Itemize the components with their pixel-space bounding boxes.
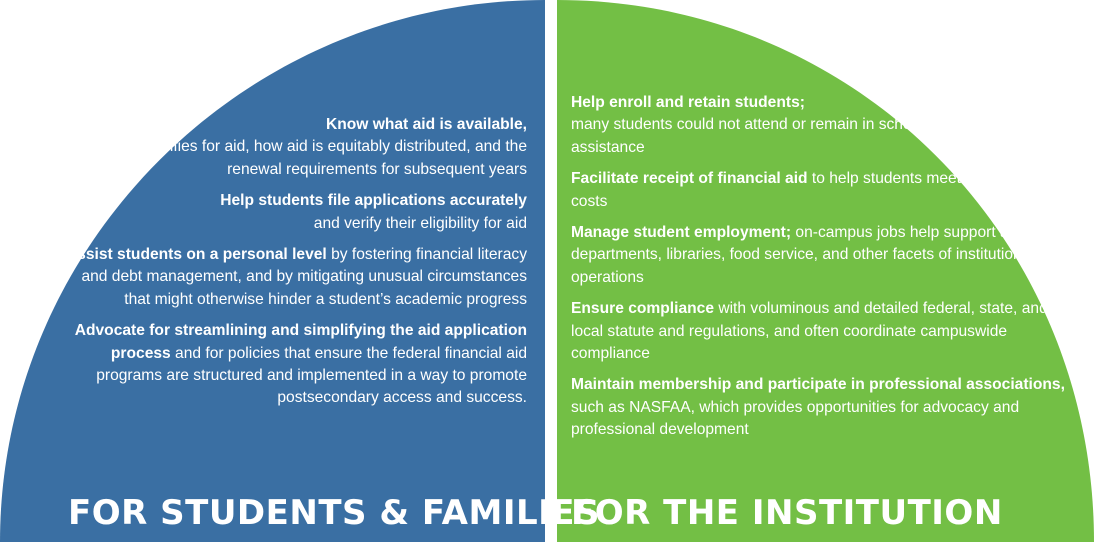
institution-list: Help enroll and retain students; many st… [571,92,1071,451]
item-bold: Advocate for streamlining and simplifyin… [74,322,527,362]
item-text: on-campus jobs help support academic dep… [571,224,1067,286]
list-item: Help enroll and retain students; many st… [571,92,1071,159]
item-text: who qualifies for aid, how aid is equita… [107,138,527,178]
center-divider [545,0,557,542]
list-item: Assist students on a personal level by f… [57,244,527,311]
item-text: and verify their eligibility for aid [313,214,527,232]
item-text: many students could not attend or remain… [571,116,1040,156]
item-bold: Know what aid is available, [325,116,527,133]
item-bold: Help students file applications accurate… [220,192,527,210]
item-text: to help students meet institutional cost… [571,170,1044,210]
left-half-panel [0,0,545,542]
list-item: Facilitate receipt of financial aid to h… [571,168,1071,213]
item-bold: Help enroll and retain students; [571,94,805,111]
list-item: Help students file applications accurate… [57,190,527,235]
item-bold: Manage student employment; [571,224,792,242]
item-bold: Ensure compliance [571,300,714,318]
students-families-heading: FOR STUDENTS & FAMILIES [68,493,600,533]
list-item: Know what aid is available, who qualifie… [57,114,527,181]
item-text: with voluminous and detailed federal, st… [571,300,1048,363]
institution-heading: FOR THE INSTITUTION [571,493,1003,533]
item-text: by fostering financial literacy and debt… [81,246,527,308]
item-bold: Assist students on a personal level [65,246,327,264]
item-text: such as NASFAA, which provides opportuni… [571,398,1020,439]
students-families-list: Know what aid is available, who qualifie… [57,114,527,419]
right-half-panel [557,0,1094,542]
item-bold: Maintain membership and participate in p… [571,376,1065,394]
list-item: Advocate for streamlining and simplifyin… [57,320,527,410]
list-item: Ensure compliance with voluminous and de… [571,298,1071,365]
list-item: Manage student employment; on-campus job… [571,222,1071,289]
list-item: Maintain membership and participate in p… [571,374,1071,441]
item-bold: Facilitate receipt of financial aid [571,170,808,188]
item-text: and for policies that ensure the federal… [96,344,527,407]
